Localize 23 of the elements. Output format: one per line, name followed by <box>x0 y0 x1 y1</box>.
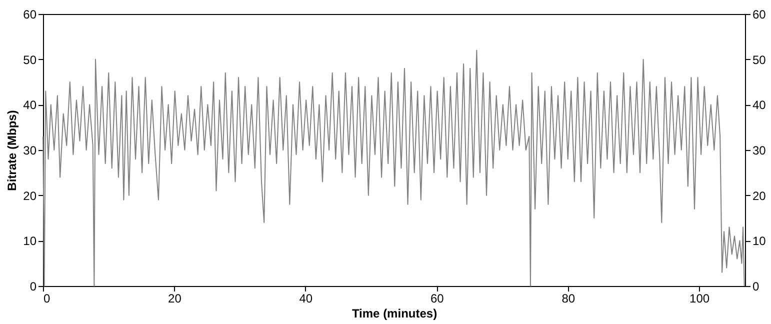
x-tick-label: 40 <box>299 292 313 306</box>
y2-tick-label: 30 <box>752 144 766 158</box>
x-tick-label: 100 <box>690 292 710 306</box>
y2-tick-label: 60 <box>752 8 766 22</box>
x-tick-label: 0 <box>44 292 50 306</box>
y2-tick-label: 0 <box>752 280 760 294</box>
y-axis-title: Bitrate (Mbps) <box>5 110 20 191</box>
x-tick-label: 60 <box>430 292 444 306</box>
x-axis-title: Time (minutes) <box>352 306 438 320</box>
y-tick-label: 20 <box>23 188 37 203</box>
y-tick-label: 50 <box>23 52 37 67</box>
y2-tick-label: 50 <box>752 52 766 67</box>
x-tick-label: 20 <box>168 292 182 306</box>
y-tick-label: 10 <box>23 234 37 248</box>
x-tick-label: 80 <box>562 292 576 306</box>
y-tick-label: 60 <box>23 8 37 22</box>
y-tick-label: 0 <box>30 280 37 294</box>
line-series <box>42 50 745 286</box>
y-tick-label: 30 <box>23 144 37 158</box>
y2-tick-label: 10 <box>752 234 766 248</box>
y2-tick-label: 40 <box>752 98 766 112</box>
y-tick-label: 40 <box>23 98 37 112</box>
y2-tick-label: 20 <box>752 188 766 203</box>
